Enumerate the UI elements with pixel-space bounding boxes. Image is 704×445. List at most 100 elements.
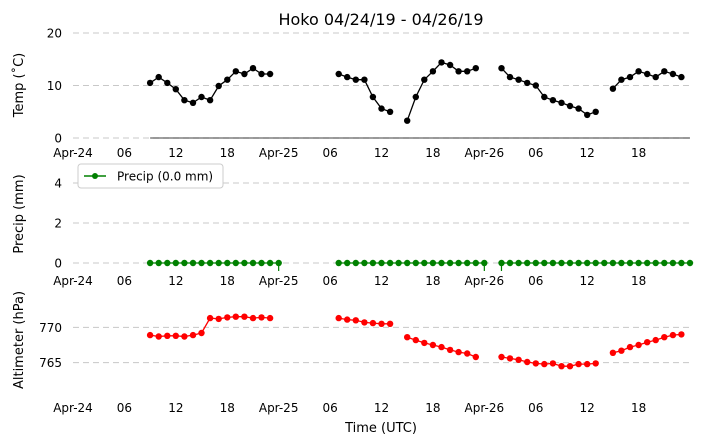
temp-x-tick-label: 18 <box>220 146 235 160</box>
temp-data-point <box>464 68 471 75</box>
altimeter-data-point <box>386 320 394 327</box>
temp-data-point <box>506 73 514 81</box>
altimeter-data-point <box>549 360 557 367</box>
altimeter-x-tick-label: 12 <box>168 401 183 415</box>
precip-data-point <box>661 259 668 267</box>
altimeter-x-tick-label: 12 <box>580 401 595 415</box>
precip-data-point <box>369 259 377 267</box>
temp-panel: 0 10 20 Apr-24 06 12 18 Apr-25 06 12 18 Apr-26 06 12 1… <box>11 27 690 160</box>
precip-data-point <box>404 259 411 267</box>
precip-y-axis-label: Precip (mm) <box>12 174 27 253</box>
altimeter-data-point <box>678 331 685 338</box>
altimeter-data-point <box>429 341 437 349</box>
precip-data-point <box>266 259 274 267</box>
temp-data-point <box>472 65 479 72</box>
precip-data-point <box>609 259 617 267</box>
precip-data-point <box>378 259 385 267</box>
altimeter-x-tick-label: 12 <box>374 401 389 415</box>
precip-legend: Precip (0.0 mm) <box>77 163 224 189</box>
precip-x-tick-label: 06 <box>528 274 543 288</box>
precip-data-point <box>575 259 582 267</box>
precip-data-point <box>592 259 599 267</box>
temp-data-point <box>515 76 522 83</box>
altimeter-x-tick-label: 06 <box>322 401 337 415</box>
temp-data-point <box>224 76 231 83</box>
precip-data-point <box>189 259 197 267</box>
temp-series <box>146 59 685 124</box>
altimeter-data-point <box>198 329 205 337</box>
altimeter-y-tick-label: 765 <box>39 356 62 370</box>
precip-data-point <box>464 259 471 267</box>
temp-data-point <box>626 73 634 81</box>
altimeter-data-point <box>635 341 642 349</box>
temp-data-point <box>198 93 205 101</box>
altimeter-data-point <box>566 363 574 370</box>
altimeter-data-point <box>164 332 171 339</box>
temp-data-point <box>575 105 582 112</box>
temp-data-point <box>661 68 668 75</box>
altimeter-data-point <box>215 315 222 323</box>
temp-data-point <box>498 65 505 72</box>
precip-data-point <box>421 259 428 267</box>
precip-data-point <box>335 259 342 267</box>
temp-data-point <box>592 108 599 116</box>
precip-x-tick-label: Apr-25 <box>259 274 299 288</box>
altimeter-data-point <box>146 331 154 339</box>
precip-data-point <box>224 259 231 267</box>
temp-data-point <box>378 105 385 112</box>
altimeter-x-tick-label: Apr-25 <box>259 401 299 415</box>
temp-x-tick-label: 12 <box>374 146 389 160</box>
altimeter-x-tick-label: Apr-24 <box>53 401 93 415</box>
altimeter-data-point <box>378 320 385 327</box>
precip-data-point <box>566 259 574 267</box>
altimeter-data-point <box>644 339 651 346</box>
precip-data-point <box>541 259 548 267</box>
temp-data-point <box>438 59 445 66</box>
precip-data-point <box>618 259 625 267</box>
precip-data-point <box>532 259 539 267</box>
altimeter-data-point <box>155 333 162 340</box>
precip-data-point <box>275 259 282 267</box>
altimeter-data-point <box>369 319 377 327</box>
temp-data-point <box>618 76 625 83</box>
altimeter-data-point <box>446 346 454 354</box>
altimeter-y-axis-label: Altimeter (hPa) <box>12 291 27 389</box>
altimeter-data-point <box>344 316 351 323</box>
legend-marker <box>92 173 98 179</box>
temp-data-point <box>678 73 685 81</box>
precip-data-point <box>678 259 685 267</box>
temp-data-point <box>609 85 617 92</box>
altimeter-data-point <box>258 314 265 321</box>
temp-data-point <box>455 68 462 75</box>
temp-data-point <box>206 97 214 104</box>
temp-data-point <box>652 73 659 81</box>
precip-data-point <box>352 259 359 267</box>
altimeter-data-point <box>172 332 179 339</box>
precip-data-point <box>232 259 239 267</box>
temp-x-tick-label: 18 <box>631 146 646 160</box>
precip-data-point <box>644 259 651 267</box>
altimeter-data-point <box>206 314 214 322</box>
altimeter-data-point <box>575 360 582 368</box>
altimeter-data-point <box>532 360 539 367</box>
x-axis-label: Time (UTC) <box>344 421 417 436</box>
altimeter-data-point <box>181 333 188 340</box>
altimeter-panel: 765 770 Apr-24 06 12 18 Apr-25 06 12 18 Apr-26 06 12… <box>12 291 690 436</box>
precip-data-point <box>472 259 479 267</box>
temp-data-point <box>446 61 454 69</box>
precip-data-point <box>669 259 677 267</box>
precip-data-point <box>498 259 505 267</box>
altimeter-data-point <box>189 331 197 339</box>
temp-x-tick-label: 06 <box>117 146 132 160</box>
precip-data-point <box>172 259 179 267</box>
temp-data-point <box>644 70 651 78</box>
precip-data-point <box>601 259 608 267</box>
altimeter-series <box>146 313 685 370</box>
altimeter-data-point <box>249 314 257 322</box>
temp-data-point <box>635 68 642 75</box>
precip-x-tick-label: Apr-26 <box>465 274 505 288</box>
chart-title: Hoko 04/24/19 - 04/26/19 <box>278 10 483 29</box>
altimeter-data-point <box>609 349 617 356</box>
temp-data-point <box>584 111 591 119</box>
